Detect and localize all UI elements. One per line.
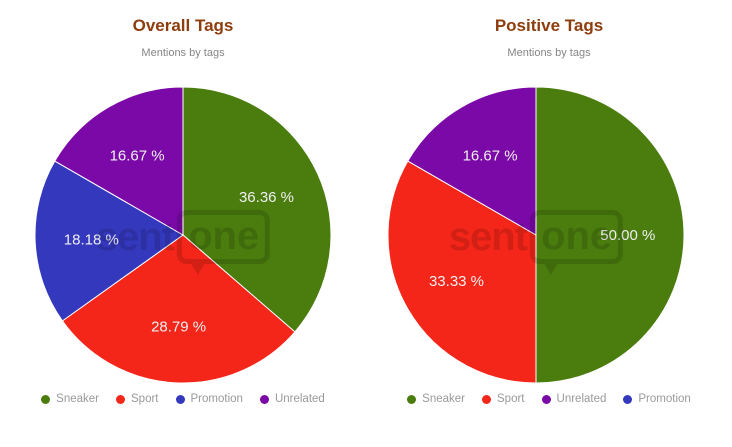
legend-item-sneaker[interactable]: Sneaker <box>41 393 99 405</box>
slice-percentage-label: 36.36 % <box>239 189 294 206</box>
legend-item-unrelated[interactable]: Unrelated <box>541 393 607 405</box>
legend-item-unrelated[interactable]: Unrelated <box>259 393 325 405</box>
chart-title: Positive Tags <box>494 16 604 35</box>
pie-slice-sneaker[interactable] <box>182 86 332 333</box>
legend-label: Promotion <box>638 393 691 405</box>
legend-label: Sport <box>131 393 159 405</box>
legend-item-promotion[interactable]: Promotion <box>623 393 691 405</box>
legend-label: Sneaker <box>56 393 100 405</box>
legend-marker-icon <box>175 394 185 404</box>
legend-marker-icon <box>482 394 492 404</box>
pie-slice-sport[interactable] <box>387 160 537 384</box>
legend-label: Unrelated <box>274 393 325 405</box>
slice-percentage-label: 16.67 % <box>463 148 518 165</box>
pie-slice-sneaker[interactable] <box>535 86 685 384</box>
legend-label: Sneaker <box>422 393 466 405</box>
chart-legend: Sneaker Sport Unrelated Promotion <box>366 393 732 405</box>
legend-marker-icon <box>541 394 551 404</box>
chart-subtitle: Mentions by tags <box>507 47 591 59</box>
legend-item-promotion[interactable]: Promotion <box>175 393 243 405</box>
legend-label: Unrelated <box>556 393 607 405</box>
legend-item-sport[interactable]: Sport <box>116 393 159 405</box>
pie-slice-promotion[interactable] <box>34 160 184 322</box>
chart-positive-tags: Positive Tags Mentions by tags 50.00 % 33… <box>366 0 732 447</box>
slice-percentage-label: 50.00 % <box>600 227 655 244</box>
slice-percentage-label: 16.67 % <box>110 148 165 165</box>
pie-slice-sport[interactable] <box>61 234 296 384</box>
legend-label: Sport <box>497 393 525 405</box>
slice-percentage-label: 33.33 % <box>429 273 484 290</box>
legend-label: Promotion <box>190 393 243 405</box>
legend-marker-icon <box>407 394 417 404</box>
chart-title: Overall Tags <box>132 16 234 35</box>
legend-marker-icon <box>623 394 633 404</box>
legend-item-sneaker[interactable]: Sneaker <box>407 393 465 405</box>
legend-marker-icon <box>259 394 269 404</box>
pie-chart: 36.36 % 28.79 % 18.18 % 16.67 % <box>34 86 332 384</box>
pie-slice-unrelated[interactable] <box>54 86 184 236</box>
pie-chart: 50.00 % 33.33 % 16.67 % <box>387 86 685 384</box>
slice-percentage-label: 28.79 % <box>151 319 206 336</box>
pie-slice-unrelated[interactable] <box>407 86 537 236</box>
legend-marker-icon <box>116 394 126 404</box>
legend-item-sport[interactable]: Sport <box>482 393 525 405</box>
chart-subtitle: Mentions by tags <box>141 47 225 59</box>
slice-percentage-label: 18.18 % <box>64 231 119 248</box>
chart-overall-tags: Overall Tags Mentions by tags 36.36 % 28.… <box>0 16 366 405</box>
legend-marker-icon <box>41 394 51 404</box>
chart-legend: Sneaker Sport Promotion Unrelated <box>0 393 366 405</box>
